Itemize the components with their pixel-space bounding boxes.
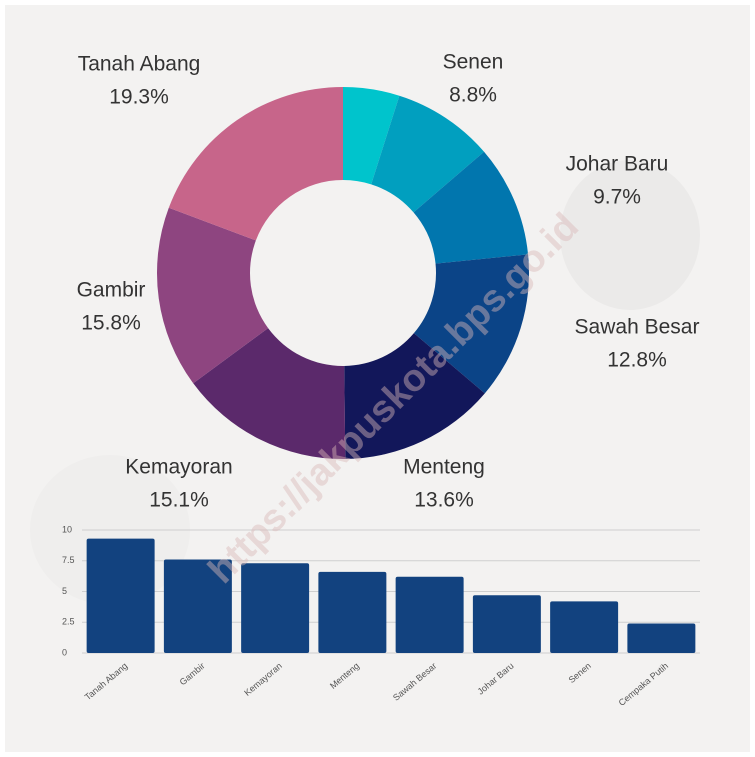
slice-label: Menteng [403, 456, 485, 479]
bar [86, 538, 155, 653]
slice-value-label: 15.1% [149, 489, 209, 512]
slice [343, 87, 400, 185]
bar [472, 595, 541, 653]
slice-value-label: 15.8% [81, 312, 141, 335]
slice-value-label: 13.6% [414, 489, 474, 512]
slice-label: Tanah Abang [78, 53, 201, 76]
slice-value-label: 8.8% [449, 84, 497, 107]
slice [371, 95, 485, 213]
slice-label: Kemayoran [125, 456, 232, 479]
y-tick-label: 0 [62, 647, 67, 657]
bar [318, 571, 387, 653]
slice-value-label: 19.3% [109, 86, 169, 109]
slice-label: Gambir [77, 279, 146, 302]
bar [241, 563, 310, 653]
slice [157, 207, 269, 384]
bar [163, 559, 232, 653]
y-tick-label: 2.5 [62, 617, 75, 627]
slice [193, 328, 346, 460]
slice [344, 333, 485, 459]
slice-label: Senen [443, 51, 504, 74]
y-tick-label: 5 [62, 586, 67, 596]
slice-label: Sawah Besar [575, 316, 700, 339]
slice-value-label: 9.7% [593, 186, 641, 209]
slice-label: Johar Baru [566, 153, 669, 176]
y-tick-label: 7.5 [62, 555, 75, 565]
slice [413, 151, 529, 264]
bar [395, 576, 464, 653]
y-tick-label: 10 [62, 524, 72, 534]
bar [627, 623, 696, 653]
decoration [560, 160, 700, 310]
slice [168, 87, 343, 241]
bar [550, 601, 619, 653]
slice [413, 254, 529, 394]
slice-value-label: 12.8% [607, 349, 667, 372]
